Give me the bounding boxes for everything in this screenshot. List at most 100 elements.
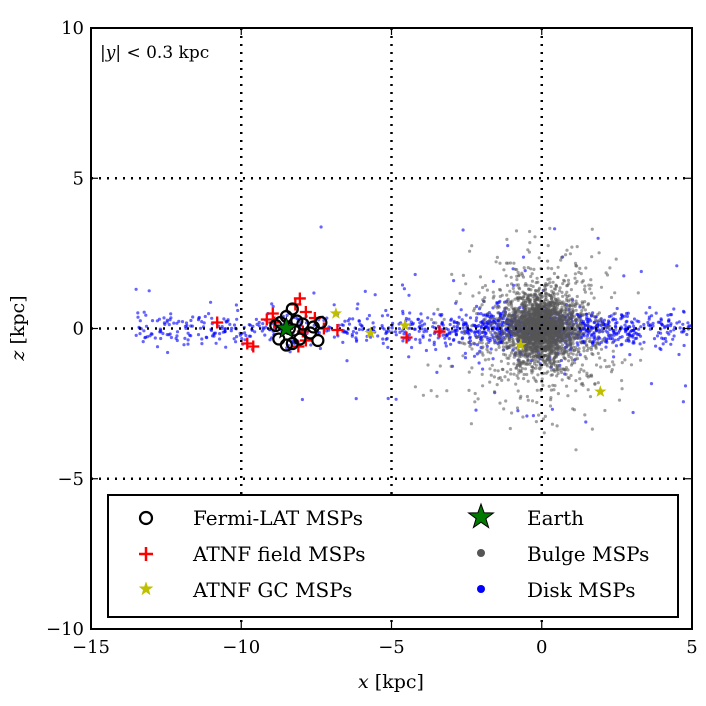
legend-icon-disk <box>477 585 485 593</box>
bulge-msp-point <box>502 268 506 272</box>
disk-msp-point <box>460 330 464 334</box>
legend-icon-atnf-gc <box>138 581 154 596</box>
disk-msp-point <box>454 331 458 335</box>
disk-msp-point <box>631 333 635 337</box>
disk-msp-point <box>150 319 155 323</box>
disk-msp-point <box>381 341 385 345</box>
bulge-msp-point <box>640 347 644 351</box>
disk-msp-point <box>407 333 412 337</box>
x-axis-label: x [kpc] <box>358 671 424 693</box>
disk-msp-point <box>491 279 495 283</box>
disk-msp-point <box>232 337 236 341</box>
disk-msp-point <box>625 314 630 318</box>
bulge-msp-point <box>542 431 546 435</box>
bulge-msp-point <box>500 329 504 333</box>
bulge-msp-point <box>550 312 554 316</box>
disk-msp-point <box>397 327 401 331</box>
bulge-msp-point <box>566 368 570 372</box>
disk-msp-point <box>585 312 589 316</box>
legend-label-earth: Earth <box>527 506 584 530</box>
bulge-msp-point <box>491 290 495 294</box>
bulge-msp-point <box>617 398 622 402</box>
disk-msp-point <box>228 322 232 326</box>
bulge-msp-point <box>519 394 523 398</box>
bulge-msp-point <box>435 394 439 398</box>
bulge-msp-point <box>534 281 538 285</box>
bulge-msp-point <box>538 314 542 318</box>
bulge-msp-point <box>552 388 556 392</box>
disk-msp-point <box>682 343 686 348</box>
bulge-msp-point <box>597 330 601 334</box>
bulge-msp-point <box>521 300 526 305</box>
bulge-msp-point <box>573 276 577 280</box>
bulge-msp-point <box>589 346 593 350</box>
disk-msp-point <box>404 316 408 321</box>
bulge-msp-point <box>505 356 509 360</box>
bulge-msp-point <box>588 395 593 399</box>
bulge-msp-point <box>536 349 540 353</box>
bulge-msp-point <box>558 368 562 372</box>
bulge-msp-point <box>457 322 461 326</box>
bulge-msp-point <box>535 341 539 345</box>
disk-msp-point <box>638 342 642 346</box>
bulge-msp-point <box>497 376 501 380</box>
bulge-msp-point <box>528 301 532 305</box>
bulge-msp-point <box>544 329 548 333</box>
bulge-msp-point <box>534 420 539 424</box>
fermi-lat-msp-marker <box>311 333 325 348</box>
bulge-msp-point <box>588 336 592 340</box>
bulge-msp-point <box>489 373 493 377</box>
x-tick-label: 5 <box>686 637 697 658</box>
disk-msp-point <box>155 319 159 323</box>
bulge-msp-point <box>614 257 618 261</box>
bulge-msp-point <box>495 383 499 387</box>
bulge-msp-point <box>525 372 529 377</box>
bulge-msp-point <box>509 303 513 307</box>
bulge-msp-point <box>475 312 479 316</box>
bulge-msp-point <box>553 287 558 291</box>
x-tick-label: −15 <box>72 637 110 658</box>
disk-msp-point <box>599 340 604 344</box>
bulge-msp-point <box>577 270 581 274</box>
bulge-msp-point <box>568 303 572 307</box>
disk-msp-point <box>332 335 336 339</box>
bulge-msp-point <box>518 363 522 367</box>
disk-msp-point <box>649 382 654 386</box>
bulge-msp-point <box>515 268 519 272</box>
disk-msp-point <box>473 323 477 327</box>
bulge-msp-point <box>570 301 575 305</box>
bulge-msp-point <box>556 292 560 296</box>
bulge-msp-point <box>503 375 507 379</box>
disk-msp-point <box>407 293 411 297</box>
bulge-msp-point <box>544 371 548 375</box>
disk-msp-point <box>663 324 667 328</box>
bulge-msp-point <box>478 275 483 279</box>
bulge-msp-point <box>526 329 531 333</box>
atnf-field-msp-marker <box>331 324 344 337</box>
bulge-msp-point <box>571 339 575 343</box>
disk-msp-point <box>247 323 251 327</box>
bulge-msp-point <box>583 355 587 359</box>
bulge-msp-point <box>595 337 599 341</box>
bulge-msp-point <box>572 348 577 353</box>
bulge-msp-point <box>511 286 515 290</box>
x-tick-label: −10 <box>222 637 260 658</box>
bulge-msp-point <box>477 341 482 345</box>
disk-msp-point <box>531 414 536 418</box>
bulge-msp-point <box>535 312 540 316</box>
bulge-msp-point <box>507 344 511 348</box>
bulge-msp-point <box>543 315 547 319</box>
disk-msp-point <box>203 314 207 319</box>
bulge-msp-point <box>545 364 549 368</box>
disk-msp-point <box>367 313 371 318</box>
bulge-msp-point <box>516 376 520 380</box>
disk-msp-point <box>424 348 428 353</box>
disk-msp-point <box>202 321 206 325</box>
bulge-msp-point <box>579 367 583 371</box>
bulge-msp-point <box>575 333 579 337</box>
bulge-msp-point <box>563 357 567 361</box>
disk-msp-point <box>332 303 336 307</box>
bulge-msp-point <box>540 377 544 381</box>
bulge-msp-point <box>461 273 465 277</box>
disk-msp-point <box>614 344 619 348</box>
